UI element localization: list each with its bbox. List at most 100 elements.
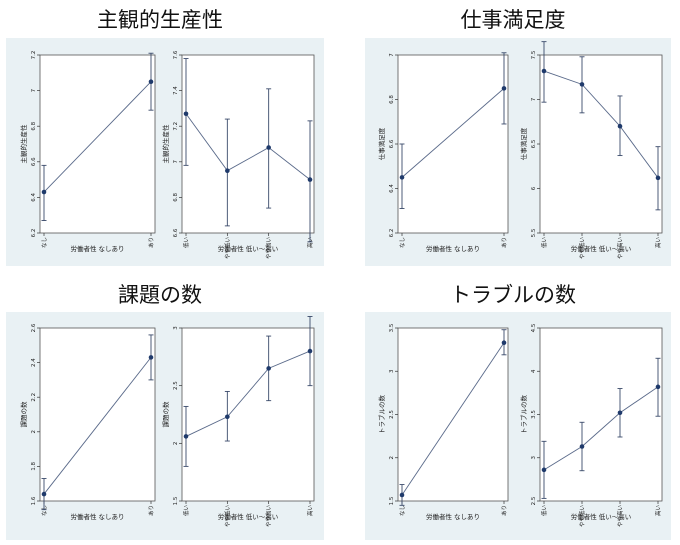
- left-point: [399, 175, 405, 180]
- left-plot-area: [397, 54, 509, 234]
- left-ylabel: 仕事満足度: [377, 127, 386, 160]
- right-ytick-label: 4: [531, 369, 537, 373]
- right-xlabel: 労働者性 低い〜高い: [218, 244, 279, 253]
- left-ytick-label: 2.6: [31, 323, 37, 332]
- right-point: [225, 414, 230, 420]
- left-ylabel: トラブルの数: [377, 395, 386, 435]
- left-xlabel: 労働者性 なしあり: [426, 244, 480, 253]
- right-plot-area: [181, 327, 315, 502]
- right-point: [183, 434, 189, 439]
- right-xtick-label: やや高い: [265, 505, 273, 528]
- right-point: [617, 123, 623, 129]
- right-point: [655, 384, 661, 390]
- left-xlabel: 労働者性 なしあり: [426, 512, 480, 521]
- right-ytick-label: 3: [531, 456, 537, 460]
- chart-title: 主観的生産性: [97, 8, 223, 32]
- left-ytick-label: 6.8: [31, 121, 37, 130]
- left-ytick-label: 2: [31, 430, 37, 434]
- right-point: [266, 145, 271, 150]
- right-xtick-label: 低い: [540, 237, 548, 249]
- right-point: [655, 175, 661, 181]
- right-ytick-label: 6.6: [173, 228, 179, 237]
- right-xtick-label: やや低い: [578, 237, 586, 260]
- right-point: [617, 410, 623, 416]
- right-ytick-label: 3.5: [531, 410, 537, 419]
- left-ytick-label: 7: [31, 88, 37, 92]
- right-ytick-label: 6.5: [531, 139, 537, 148]
- right-ylabel: 課題の数: [161, 401, 170, 428]
- right-ytick-label: 7.6: [173, 50, 179, 59]
- right-xtick-label: やや高い: [265, 237, 273, 260]
- right-xtick-label: やや低い: [578, 505, 586, 528]
- left-ytick-label: 1.8: [31, 462, 37, 471]
- left-xlabel: 労働者性 なしあり: [70, 244, 124, 253]
- left-series-line: [43, 81, 152, 193]
- right-ylabel: トラブルの数: [519, 395, 528, 435]
- left-ytick-label: 2.2: [31, 393, 37, 402]
- left-ytick-label: 7: [389, 53, 395, 57]
- right-xtick-label: 低い: [182, 237, 190, 249]
- right-point: [579, 82, 585, 87]
- right-point: [541, 467, 547, 473]
- right-point: [225, 168, 230, 173]
- left-xlabel: 労働者性 なしあり: [70, 512, 124, 521]
- left-point: [501, 340, 507, 346]
- right-ytick-label: 6.8: [173, 193, 179, 202]
- left-point: [399, 492, 405, 498]
- right-xtick-label: やや低い: [223, 505, 231, 528]
- right-point: [183, 111, 189, 117]
- right-xtick-label: やや高い: [616, 237, 624, 260]
- chart-title: 課題の数: [118, 283, 202, 307]
- left-point: [148, 355, 154, 360]
- left-ytick-label: 3.5: [389, 323, 395, 332]
- left-point: [41, 491, 47, 497]
- right-series-line: [543, 386, 659, 471]
- right-ytick-label: 1.5: [173, 496, 179, 505]
- left-ylabel: 課題の数: [19, 401, 28, 428]
- left-ytick-label: 6.2: [389, 229, 395, 238]
- left-point: [41, 189, 47, 195]
- right-ytick-label: 5.5: [531, 228, 537, 237]
- right-plot-area: [181, 54, 315, 234]
- right-point: [579, 444, 585, 449]
- left-ytick-label: 6.4: [389, 184, 395, 193]
- left-xtick-label: あり: [501, 237, 508, 248]
- right-xlabel: 労働者性 低い〜高い: [218, 512, 279, 521]
- right-ytick-label: 2: [173, 442, 179, 446]
- left-plot-area: [397, 327, 509, 502]
- right-xtick-label: やや低い: [223, 237, 231, 260]
- right-ytick-label: 7: [173, 160, 179, 164]
- left-xtick-label: なし: [399, 505, 406, 516]
- right-ytick-label: 6: [531, 186, 537, 190]
- right-xtick-label: 低い: [182, 505, 190, 517]
- right-ytick-label: 3: [173, 326, 179, 330]
- left-plot-area: [39, 327, 156, 502]
- right-point: [266, 366, 271, 371]
- left-ytick-label: 1.5: [389, 496, 395, 505]
- right-ytick-label: 7.5: [531, 50, 537, 59]
- left-ylabel: 主観的生産性: [19, 124, 28, 164]
- left-ytick-label: 6.8: [389, 95, 395, 104]
- left-series-line: [401, 342, 505, 496]
- left-point: [501, 86, 507, 91]
- left-ytick-label: 2.4: [31, 358, 37, 367]
- right-point: [307, 348, 313, 354]
- left-series-line: [401, 88, 505, 178]
- left-ytick-label: 6.2: [31, 229, 37, 238]
- right-plot-area: [539, 327, 663, 502]
- right-ytick-label: 7.4: [173, 86, 179, 95]
- right-xlabel: 労働者性 低い〜高い: [571, 512, 632, 521]
- right-point: [307, 177, 313, 182]
- left-ytick-label: 1.6: [31, 496, 37, 505]
- right-xtick-label: 高い: [654, 237, 662, 249]
